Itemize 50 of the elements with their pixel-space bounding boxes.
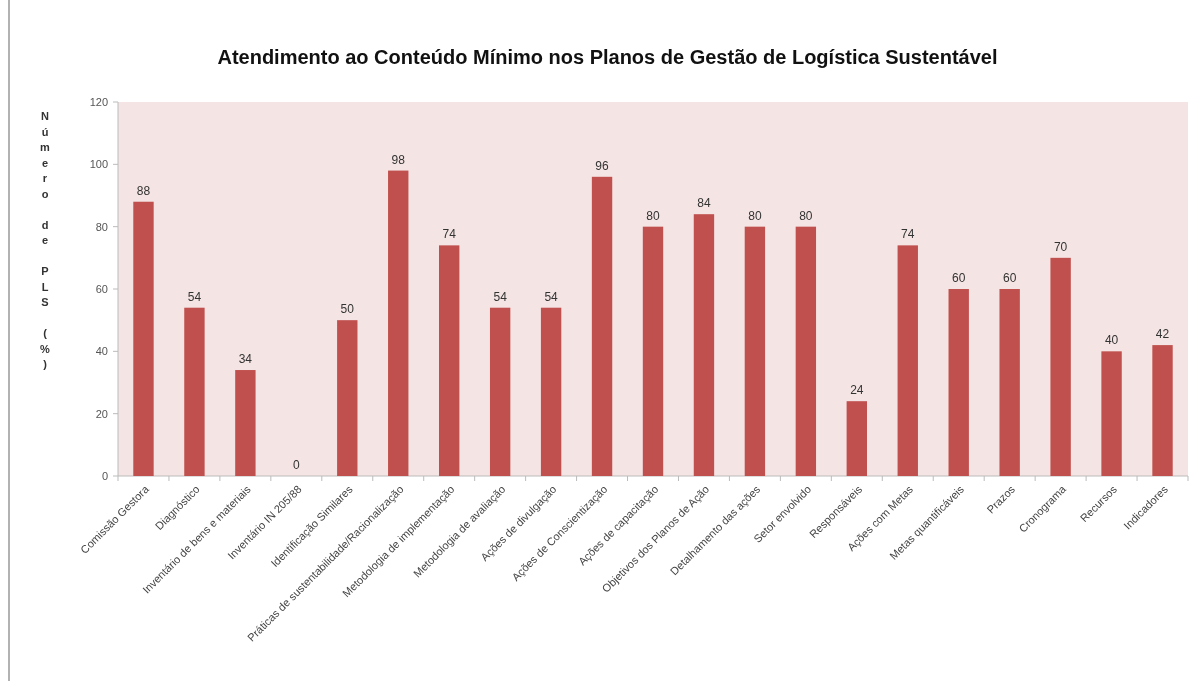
data-label: 74 <box>901 227 915 242</box>
y-tick-label: 20 <box>95 407 108 420</box>
bar <box>999 289 1020 476</box>
y-tick-label: 0 <box>101 469 108 482</box>
data-label: 54 <box>544 289 559 304</box>
bar <box>133 201 154 476</box>
data-label: 54 <box>187 289 202 304</box>
bar <box>948 289 969 476</box>
y-tick-label: 100 <box>89 158 108 171</box>
bar <box>235 370 256 476</box>
chart-title: Atendimento ao Conteúdo Mínimo nos Planos de Gestão de Logística Sustentável <box>217 46 998 68</box>
bar <box>642 226 664 476</box>
data-label: 70 <box>1053 239 1068 254</box>
bar <box>744 226 766 476</box>
bar <box>795 226 817 476</box>
bar <box>337 320 358 476</box>
data-label: 80 <box>799 208 813 223</box>
bar <box>1050 257 1071 476</box>
y-tick-label: 80 <box>95 220 108 233</box>
data-label: 24 <box>850 383 864 398</box>
bar <box>1101 351 1122 476</box>
data-label: 98 <box>391 152 406 167</box>
data-label: 96 <box>595 158 610 173</box>
bar <box>540 307 562 476</box>
data-label: 40 <box>1104 333 1119 348</box>
bar <box>489 307 511 476</box>
bar <box>846 401 867 476</box>
data-label: 42 <box>1155 327 1170 342</box>
data-label: 80 <box>748 208 762 223</box>
bar <box>388 170 409 476</box>
data-label: 54 <box>493 289 508 304</box>
data-label: 88 <box>136 183 151 198</box>
data-label: 84 <box>697 196 711 211</box>
data-label: 0 <box>292 458 300 472</box>
data-label: 74 <box>442 227 457 242</box>
bar <box>693 214 715 476</box>
data-label: 50 <box>340 302 355 317</box>
bar <box>591 176 613 476</box>
data-label: 80 <box>646 208 660 223</box>
bar <box>439 245 460 476</box>
bar <box>897 245 918 476</box>
y-tick-label: 60 <box>95 282 108 295</box>
bar <box>1152 345 1173 476</box>
data-label: 60 <box>952 271 966 285</box>
y-tick-label: 120 <box>89 95 108 108</box>
data-label: 34 <box>238 352 253 367</box>
bar <box>184 307 205 476</box>
text: Número de PLS (%) <box>40 110 50 370</box>
data-label: 60 <box>1002 271 1017 285</box>
y-tick-label: 40 <box>95 345 108 358</box>
